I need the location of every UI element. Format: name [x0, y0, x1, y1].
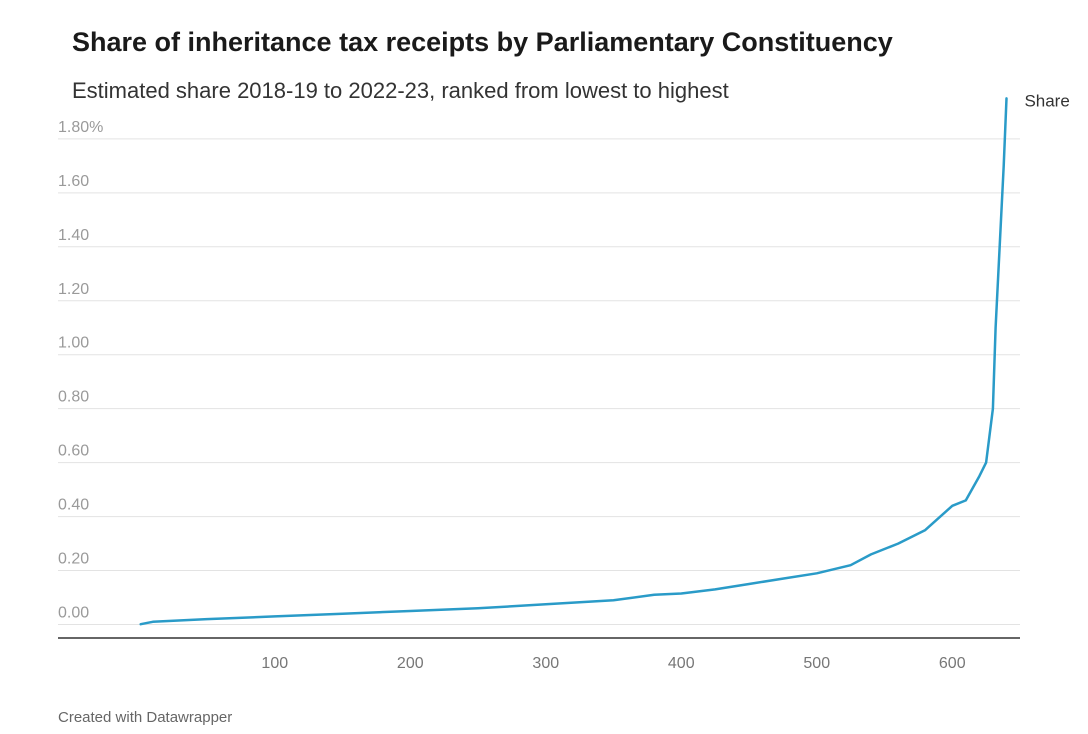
- y-tick-label: 0.60: [58, 443, 89, 460]
- y-axis: 0.00 0.20 0.40 0.60 0.80 1.00 1.20 1.40 1.60 1.80…: [58, 119, 103, 622]
- x-tick-label: 200: [397, 655, 424, 672]
- y-tick-label: 1.00: [58, 335, 89, 352]
- x-tick-label: 500: [803, 655, 830, 672]
- x-tick-label: 300: [532, 655, 559, 672]
- y-tick-label: 0.80: [58, 389, 89, 406]
- x-tick-label: 400: [668, 655, 695, 672]
- y-tick-label: 1.60: [58, 173, 89, 190]
- line-chart: 0.00 0.20 0.40 0.60 0.80 1.00 1.20 1.40 1.60 1.80…: [58, 91, 1070, 672]
- gridlines: [58, 138, 1020, 626]
- y-tick-label: 0.20: [58, 551, 89, 568]
- y-tick-label: 0.40: [58, 497, 89, 514]
- chart-subtitle: Estimated share 2018-19 to 2022-23, rank…: [72, 78, 729, 103]
- series-label: Share: [1024, 91, 1069, 110]
- x-tick-label: 100: [261, 655, 288, 672]
- attribution: Created with Datawrapper: [58, 709, 233, 726]
- chart-title: Share of inheritance tax receipts by Par…: [72, 27, 893, 57]
- x-axis: 100 200 300 400 500 600: [58, 637, 1020, 672]
- y-tick-label: 1.40: [58, 227, 89, 244]
- y-tick-label: 1.20: [58, 281, 89, 298]
- y-tick-label: 0.00: [58, 605, 89, 622]
- series-layer: Share: [139, 91, 1070, 626]
- series-line: [139, 97, 1008, 626]
- x-tick-label: 600: [939, 655, 966, 672]
- y-tick-label: 1.80%: [58, 119, 103, 136]
